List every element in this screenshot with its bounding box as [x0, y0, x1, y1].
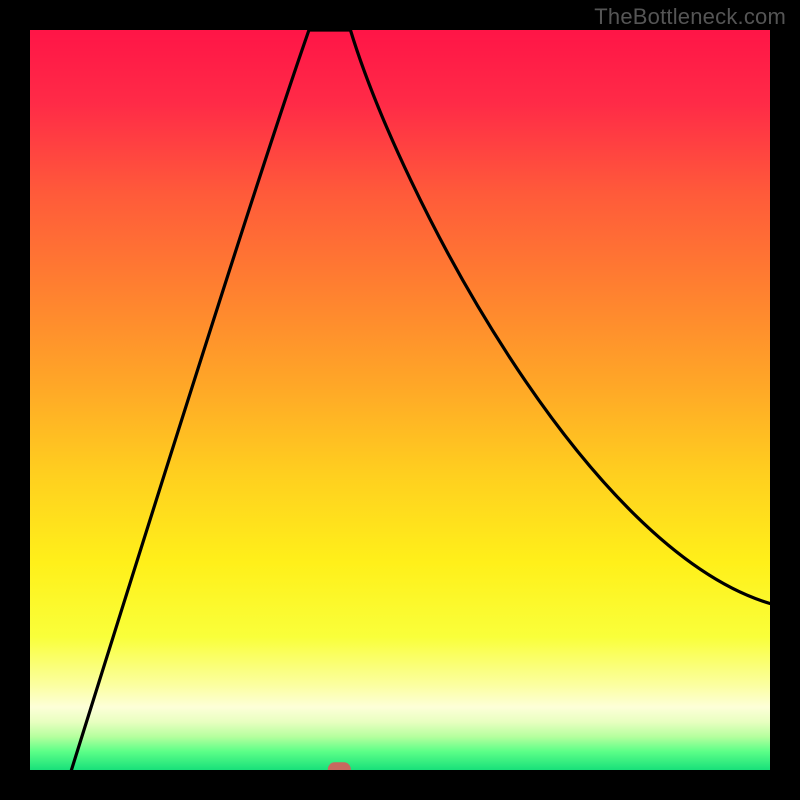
border-bottom [0, 770, 800, 800]
plot-svg [0, 0, 800, 800]
chart-frame: TheBottleneck.com [0, 0, 800, 800]
border-left [0, 0, 30, 800]
gradient-background [30, 30, 770, 770]
border-right [770, 0, 800, 800]
watermark-text: TheBottleneck.com [594, 4, 786, 30]
